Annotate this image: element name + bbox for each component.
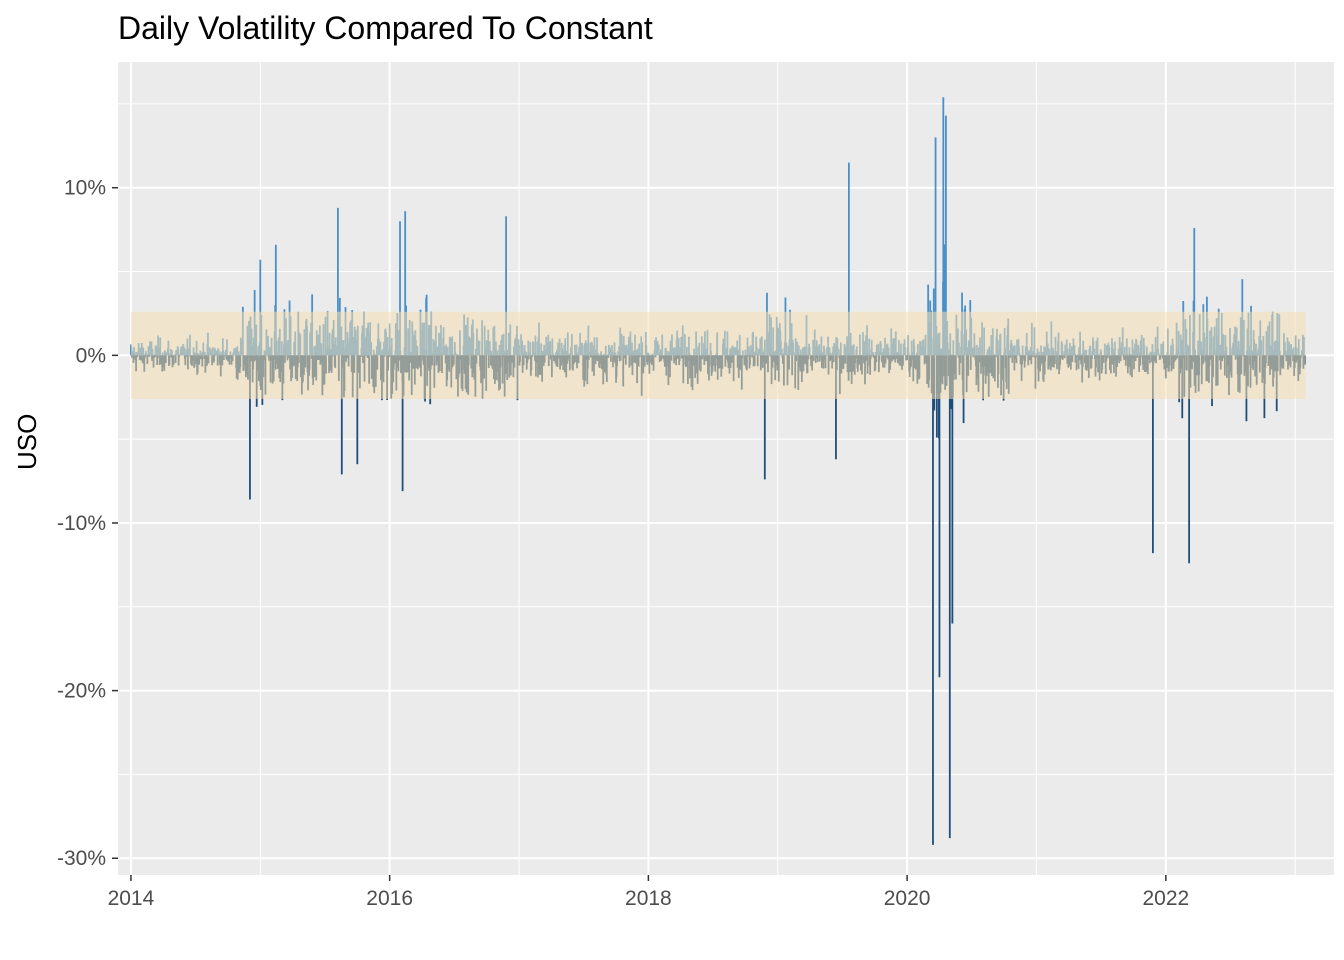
x-tick-label: 2022: [1142, 887, 1189, 910]
x-tick-label: 2020: [884, 887, 931, 910]
panel-background: [118, 62, 1334, 875]
x-tick-label: 2014: [108, 887, 155, 910]
x-tick-label: 2016: [366, 887, 413, 910]
y-tick-label: 10%: [64, 177, 106, 200]
constant-band: [130, 311, 1306, 399]
chart-title: Daily Volatility Compared To Constant: [118, 10, 653, 46]
y-tick-label: -30%: [57, 847, 106, 870]
y-tick-label: -10%: [57, 512, 106, 535]
y-tick-label: 0%: [76, 344, 106, 367]
y-tick-label: -20%: [57, 680, 106, 703]
x-tick-label: 2018: [625, 887, 672, 910]
